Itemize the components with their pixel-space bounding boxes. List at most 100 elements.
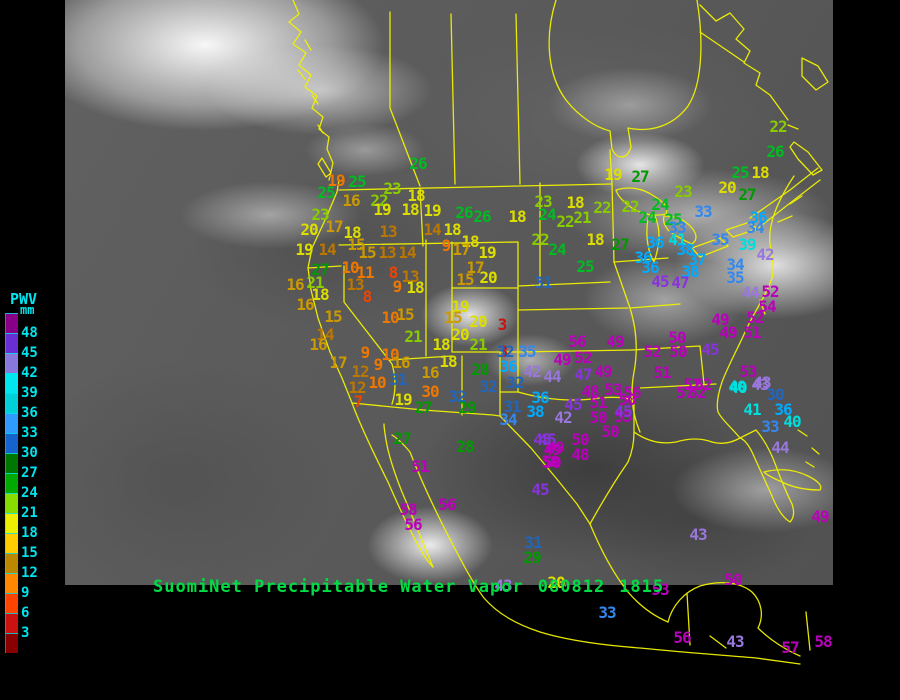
station-pwv-value: 11 — [356, 263, 374, 282]
product-title: SuomiNet Precipitable Water Vapor 080812… — [153, 577, 664, 597]
station-pwv-value: 14 — [423, 220, 441, 239]
station-pwv-value: 15 — [347, 235, 365, 254]
station-pwv-value: 45 — [531, 480, 549, 499]
station-pwv-value: 50 — [571, 430, 589, 449]
station-pwv-value: 10 — [368, 373, 386, 392]
station-pwv-value: 22 — [531, 230, 549, 249]
station-pwv-value: 47 — [574, 365, 592, 384]
station-pwv-value: 31 — [524, 533, 542, 552]
station-pwv-value: 51 — [411, 457, 429, 476]
station-pwv-value: 52 — [694, 375, 712, 394]
station-pwv-value: 35 — [726, 268, 744, 287]
station-pwv-value: 20 — [451, 325, 469, 344]
station-pwv-value: 16 — [342, 191, 360, 210]
station-pwv-value: 31 — [389, 370, 407, 389]
station-pwv-value: 25 — [731, 163, 749, 182]
station-pwv-value: 49 — [546, 438, 564, 457]
station-pwv-value: 20 — [547, 573, 565, 592]
station-pwv-value: 32 — [448, 387, 466, 406]
legend-swatch — [5, 453, 18, 473]
station-pwv-value: 29 — [458, 398, 476, 417]
legend-label: 48 — [21, 325, 38, 341]
station-pwv-value: 28 — [471, 360, 489, 379]
station-pwv-value: 9 — [441, 236, 452, 255]
station-pwv-value: 22 — [370, 191, 388, 210]
station-pwv-value: 18 — [586, 230, 604, 249]
station-pwv-value: 32 — [479, 377, 497, 396]
station-pwv-value: 28 — [456, 437, 474, 456]
station-pwv-value: 43 — [689, 525, 707, 544]
legend-swatch — [5, 553, 18, 573]
station-pwv-value: 52 — [746, 308, 764, 327]
legend-swatch — [5, 613, 18, 633]
station-pwv-value: 50 — [541, 452, 559, 471]
station-pwv-value: 50 — [589, 408, 607, 427]
station-pwv-value: 49 — [543, 440, 561, 459]
legend-label: 45 — [21, 345, 38, 361]
station-pwv-value: 17 — [452, 240, 470, 259]
station-pwv-value: 12 — [351, 362, 369, 381]
station-pwv-value: 15 — [358, 243, 376, 262]
station-pwv-value: 21 — [404, 327, 422, 346]
legend-swatch — [5, 413, 18, 433]
legend-label: 42 — [21, 365, 38, 381]
station-pwv-value: 49 — [553, 350, 571, 369]
station-pwv-value: 51 — [743, 323, 761, 342]
station-pwv-value: 42 — [756, 245, 774, 264]
station-pwv-value: 19 — [295, 240, 313, 259]
station-pwv-value: 23 — [311, 205, 329, 224]
station-pwv-value: 20 — [718, 178, 736, 197]
station-pwv-value: 26 — [766, 142, 784, 161]
station-pwv-value: 19 — [604, 165, 622, 184]
station-pwv-value: 10 — [341, 258, 359, 277]
station-pwv-value: 48 — [581, 382, 599, 401]
station-pwv-value: 33 — [761, 417, 779, 436]
station-pwv-value: 44 — [741, 283, 759, 302]
legend-swatch — [5, 533, 18, 553]
station-pwv-value: 50 — [724, 570, 742, 589]
station-pwv-value: 14 — [318, 240, 336, 259]
station-pwv-value: 27 — [393, 429, 411, 448]
station-pwv-value: 45 — [614, 402, 632, 421]
station-pwv-value: 16 — [296, 295, 314, 314]
station-pwv-value: 14 — [316, 325, 334, 344]
station-pwv-value: 15 — [396, 305, 414, 324]
station-pwv-value: 33 — [598, 603, 616, 622]
station-pwv-value: 17 — [466, 258, 484, 277]
station-pwv-value: 18 — [439, 352, 457, 371]
station-pwv-value: 18 — [443, 220, 461, 239]
legend-title: PWV — [10, 290, 38, 308]
station-pwv-value: 43 — [751, 375, 769, 394]
station-pwv-value: 9 — [360, 343, 371, 362]
station-pwv-value: 43 — [753, 373, 771, 392]
station-pwv-value: 18 — [407, 186, 425, 205]
station-pwv-value: 13 — [379, 222, 397, 241]
station-pwv-value: 25 — [576, 257, 594, 276]
legend-label: 21 — [21, 505, 38, 521]
station-pwv-value: 21 — [469, 335, 487, 354]
station-pwv-value: 19 — [373, 200, 391, 219]
station-pwv-value: 19 — [451, 297, 469, 316]
legend-label: 12 — [21, 565, 38, 581]
legend-label: 15 — [21, 545, 38, 561]
product-time: 1815 — [619, 577, 665, 597]
station-pwv-value: 16 — [421, 363, 439, 382]
legend-swatch — [5, 513, 18, 533]
station-pwv-value: 12 — [348, 378, 366, 397]
station-pwv-value: 18 — [432, 335, 450, 354]
station-pwv-value: 34 — [499, 410, 517, 429]
station-pwv-value: 51 — [589, 393, 607, 412]
station-pwv-value: 56 — [623, 383, 641, 402]
station-pwv-value: 38 — [676, 240, 694, 259]
legend-swatch — [5, 373, 18, 393]
station-pwv-value: 57 — [781, 638, 799, 657]
pwv-legend: PWV mm 48 45 42 39 36 33 30 27 24 21 18 15 12 9 6 3 — [4, 292, 59, 662]
station-pwv-value: 22 — [593, 198, 611, 217]
station-pwv-value: 16 — [286, 275, 304, 294]
legend-label: 6 — [21, 605, 30, 621]
station-pwv-value: 44 — [543, 367, 561, 386]
station-pwv-value: 19 — [327, 171, 345, 190]
station-pwv-value: 50 — [669, 342, 687, 361]
station-pwv-value: 17 — [325, 217, 343, 236]
